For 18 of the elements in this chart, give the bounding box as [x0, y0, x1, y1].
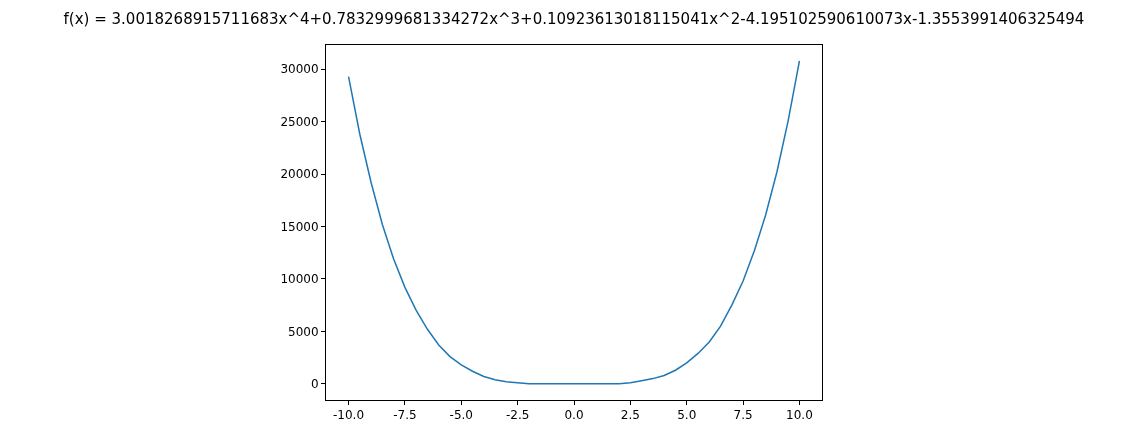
y-tick-label: 5000	[288, 324, 319, 339]
y-tick-label: 30000	[280, 62, 319, 77]
x-tick-label: 7.5	[733, 408, 753, 423]
y-tick-label: 15000	[280, 219, 319, 234]
x-tick-label: 2.5	[620, 408, 640, 423]
line-series	[347, 60, 801, 385]
y-tick-label: 25000	[280, 114, 319, 129]
x-tick-label: -5.0	[449, 408, 473, 423]
x-tick-label: 10.0	[786, 408, 813, 423]
x-tick-label: -10.0	[333, 408, 365, 423]
x-tick-label: 5.0	[677, 408, 697, 423]
chart-title: f(x) = 3.0018268915711683x^4+0.7832999681334272x^3+0.10923613018115041x^2-4.195102590610073x-1.3553991406325494	[63, 9, 1085, 28]
x-tick-label: -7.5	[393, 408, 417, 423]
y-tick-label: 10000	[280, 272, 319, 287]
x-tick-label: -2.5	[505, 408, 530, 423]
y-tick-label: 0	[310, 377, 319, 392]
x-tick-label: 0.0	[564, 408, 584, 423]
y-tick-label: 20000	[280, 167, 319, 182]
